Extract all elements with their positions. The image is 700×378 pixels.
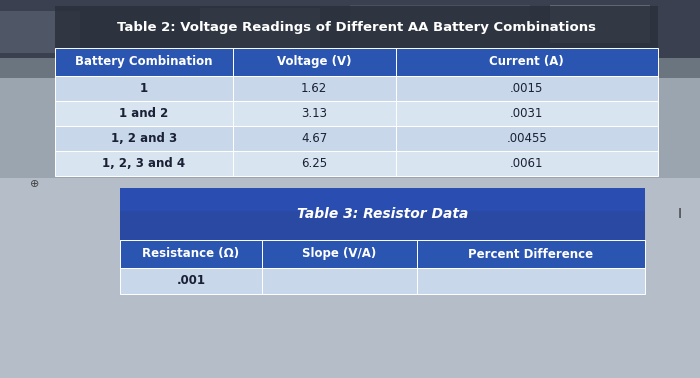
Text: 1 and 2: 1 and 2 <box>119 107 169 120</box>
Bar <box>395 76 658 101</box>
Bar <box>55 48 233 76</box>
Bar <box>0 178 700 378</box>
Text: Battery Combination: Battery Combination <box>75 56 213 68</box>
Bar <box>200 8 320 48</box>
Bar <box>120 268 262 294</box>
Bar <box>350 5 530 53</box>
Text: 4.67: 4.67 <box>301 132 328 145</box>
Bar <box>233 76 396 101</box>
Bar <box>120 240 262 268</box>
Bar <box>233 126 396 151</box>
Bar <box>262 240 416 268</box>
Text: .001: .001 <box>176 274 205 288</box>
Bar <box>550 5 650 43</box>
Text: Voltage (V): Voltage (V) <box>277 56 351 68</box>
Text: 1, 2 and 3: 1, 2 and 3 <box>111 132 177 145</box>
Bar <box>233 48 396 76</box>
Text: Current (A): Current (A) <box>489 56 564 68</box>
Text: Slope (V/A): Slope (V/A) <box>302 248 377 260</box>
Bar <box>0 0 700 78</box>
Text: .0061: .0061 <box>510 157 544 170</box>
Text: 1, 2, 3 and 4: 1, 2, 3 and 4 <box>102 157 186 170</box>
Text: ⊕: ⊕ <box>30 179 40 189</box>
Bar <box>55 101 233 126</box>
Bar <box>55 76 233 101</box>
Bar <box>55 151 233 176</box>
Text: Resistance (Ω): Resistance (Ω) <box>142 248 239 260</box>
Bar <box>120 188 645 240</box>
Bar <box>395 151 658 176</box>
Bar <box>55 126 233 151</box>
Bar <box>0 11 80 53</box>
Text: Table 3: Resistor Data: Table 3: Resistor Data <box>297 207 468 221</box>
Bar <box>120 188 645 211</box>
Bar <box>0 78 700 178</box>
Bar <box>0 0 700 58</box>
Bar <box>416 240 645 268</box>
Text: .0015: .0015 <box>510 82 543 95</box>
Text: 1.62: 1.62 <box>301 82 328 95</box>
Bar <box>395 101 658 126</box>
Text: .00455: .00455 <box>507 132 547 145</box>
Bar <box>395 126 658 151</box>
Bar <box>55 6 658 48</box>
Text: 6.25: 6.25 <box>301 157 328 170</box>
Bar <box>233 151 396 176</box>
Bar <box>262 268 416 294</box>
Bar <box>395 48 658 76</box>
Text: 1: 1 <box>140 82 148 95</box>
Bar <box>233 101 396 126</box>
Text: Percent Difference: Percent Difference <box>468 248 594 260</box>
Text: Table 2: Voltage Readings of Different AA Battery Combinations: Table 2: Voltage Readings of Different A… <box>117 20 596 34</box>
Bar <box>416 268 645 294</box>
Text: 3.13: 3.13 <box>301 107 328 120</box>
Text: I: I <box>678 207 682 221</box>
Text: .0031: .0031 <box>510 107 543 120</box>
